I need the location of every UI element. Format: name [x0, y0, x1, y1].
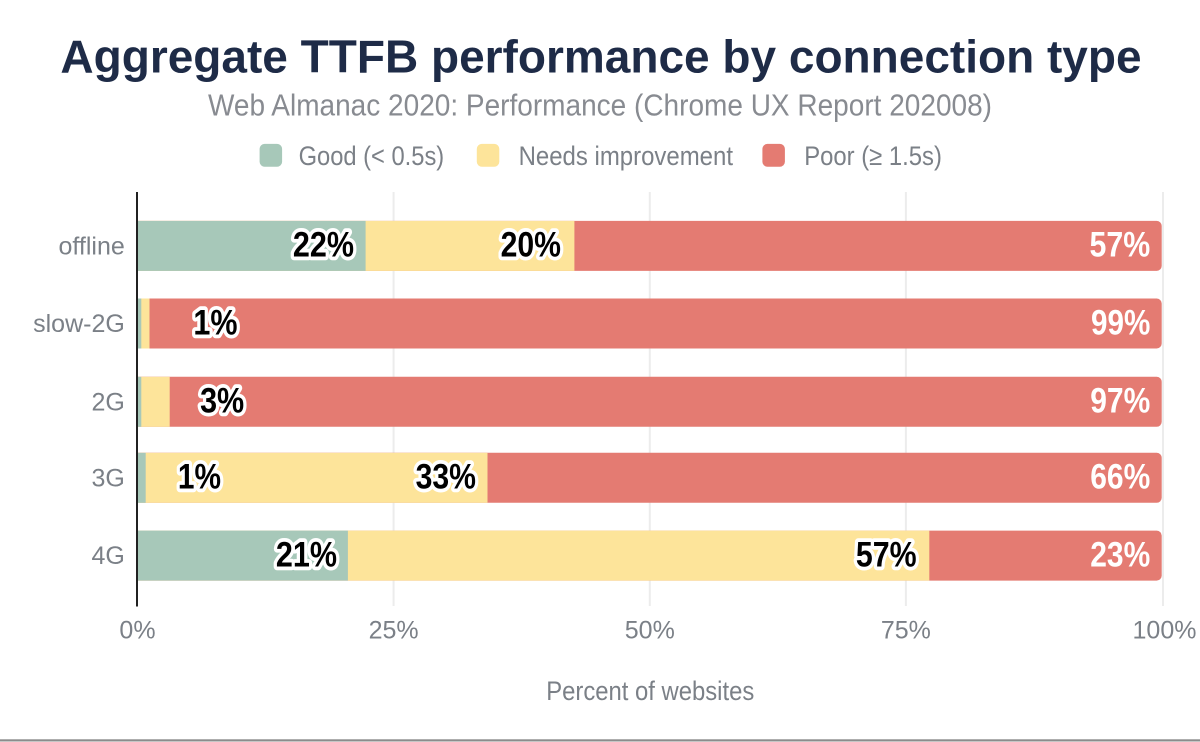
- svg-text:Aggregate TTFB performance by: Aggregate TTFB performance by connection…: [60, 31, 1141, 83]
- svg-text:20%: 20%: [501, 224, 561, 264]
- svg-text:25%: 25%: [369, 616, 419, 644]
- svg-text:Good (< 0.5s): Good (< 0.5s): [299, 141, 445, 171]
- svg-text:0%: 0%: [119, 616, 155, 644]
- svg-text:Poor (≥ 1.5s): Poor (≥ 1.5s): [804, 141, 942, 171]
- svg-text:50%: 50%: [625, 616, 675, 644]
- svg-text:2G: 2G: [91, 388, 124, 416]
- svg-text:66%: 66%: [1090, 456, 1150, 496]
- svg-text:33%: 33%: [416, 456, 476, 496]
- svg-text:100%: 100%: [1133, 616, 1197, 644]
- svg-text:3G: 3G: [91, 464, 124, 492]
- svg-text:57%: 57%: [856, 534, 917, 574]
- svg-text:1%: 1%: [193, 303, 237, 343]
- svg-text:Web Almanac 2020: Performance: Web Almanac 2020: Performance (Chrome UX…: [208, 88, 992, 123]
- svg-text:23%: 23%: [1090, 534, 1150, 574]
- svg-text:22%: 22%: [293, 226, 354, 266]
- svg-text:Needs improvement: Needs improvement: [519, 141, 734, 171]
- svg-text:offline: offline: [59, 232, 125, 260]
- svg-text:99%: 99%: [1091, 302, 1150, 342]
- svg-text:75%: 75%: [881, 616, 931, 644]
- svg-text:slow-2G: slow-2G: [33, 310, 125, 338]
- svg-text:97%: 97%: [1090, 380, 1150, 420]
- svg-text:57%: 57%: [1090, 224, 1151, 264]
- svg-text:1%: 1%: [178, 456, 221, 496]
- svg-text:Percent of websites: Percent of websites: [546, 676, 754, 706]
- svg-text:3%: 3%: [200, 382, 244, 422]
- svg-text:4G: 4G: [91, 542, 124, 570]
- svg-text:21%: 21%: [276, 535, 337, 575]
